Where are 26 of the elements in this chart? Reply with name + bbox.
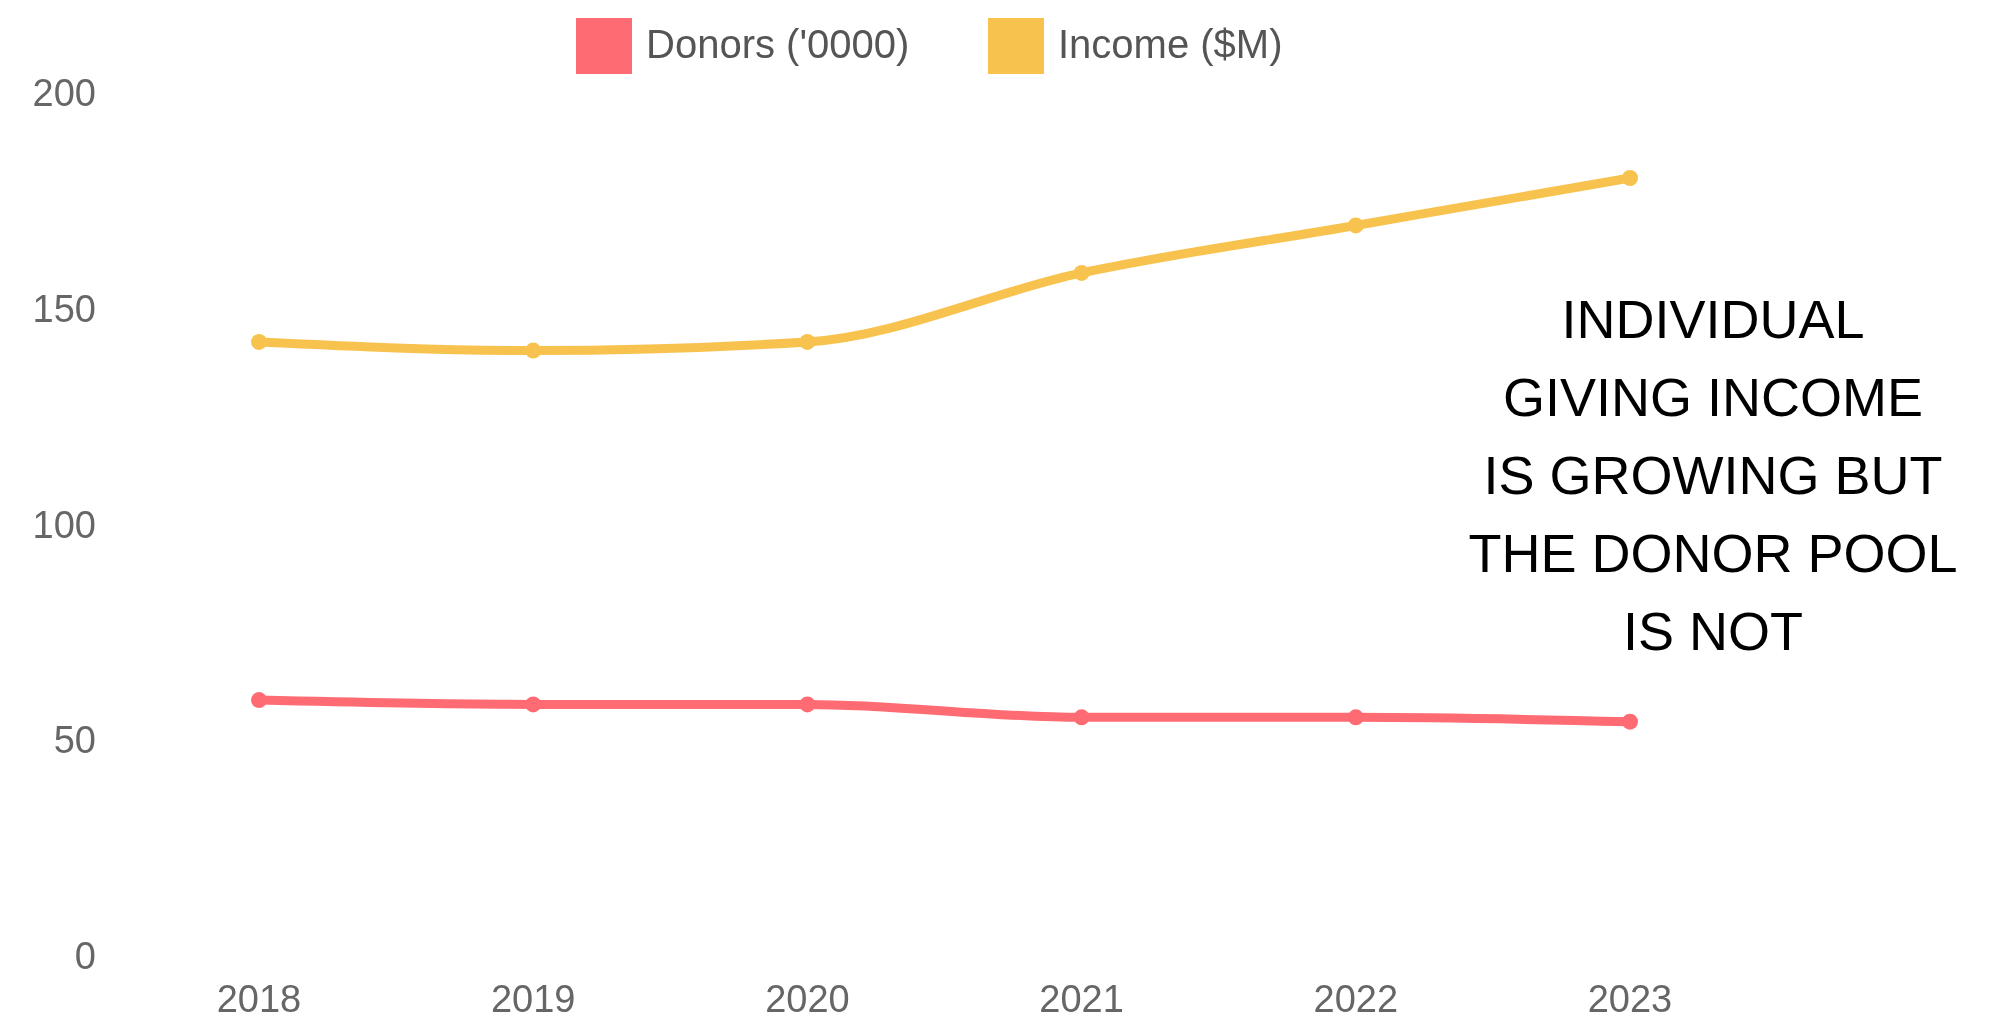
y-tick-label: 100 [32, 503, 96, 546]
point [525, 696, 542, 713]
annotation: INDIVIDUAL GIVING INCOME IS GROWING BUT THE DONOR POOL IS NOT [1468, 289, 1958, 661]
x-tick-label: 2019 [490, 978, 576, 1020]
y-tick-label: 200 [32, 72, 96, 115]
x-tick-label: 2022 [1313, 978, 1399, 1020]
point [525, 342, 542, 359]
point [1073, 264, 1090, 281]
point [1347, 709, 1364, 726]
y-tick-label: 0 [74, 935, 96, 978]
y-tick-label: 150 [32, 287, 96, 330]
point [251, 333, 267, 350]
point [1622, 169, 1638, 186]
x-tick-label: 2020 [765, 978, 850, 1020]
legend-label: Donors ('0000) [646, 22, 910, 66]
y-tick-label: 50 [53, 719, 96, 762]
point [251, 692, 267, 709]
x-tick-label: 2018 [216, 978, 302, 1020]
legend-label: Income ($M) [1058, 22, 1283, 66]
x-tick-label: 2021 [1039, 978, 1124, 1020]
x-tick-label: 2023 [1587, 978, 1673, 1020]
point [1622, 713, 1638, 730]
point [1347, 217, 1364, 234]
point [1073, 709, 1090, 726]
point [799, 333, 816, 350]
point [799, 696, 816, 713]
